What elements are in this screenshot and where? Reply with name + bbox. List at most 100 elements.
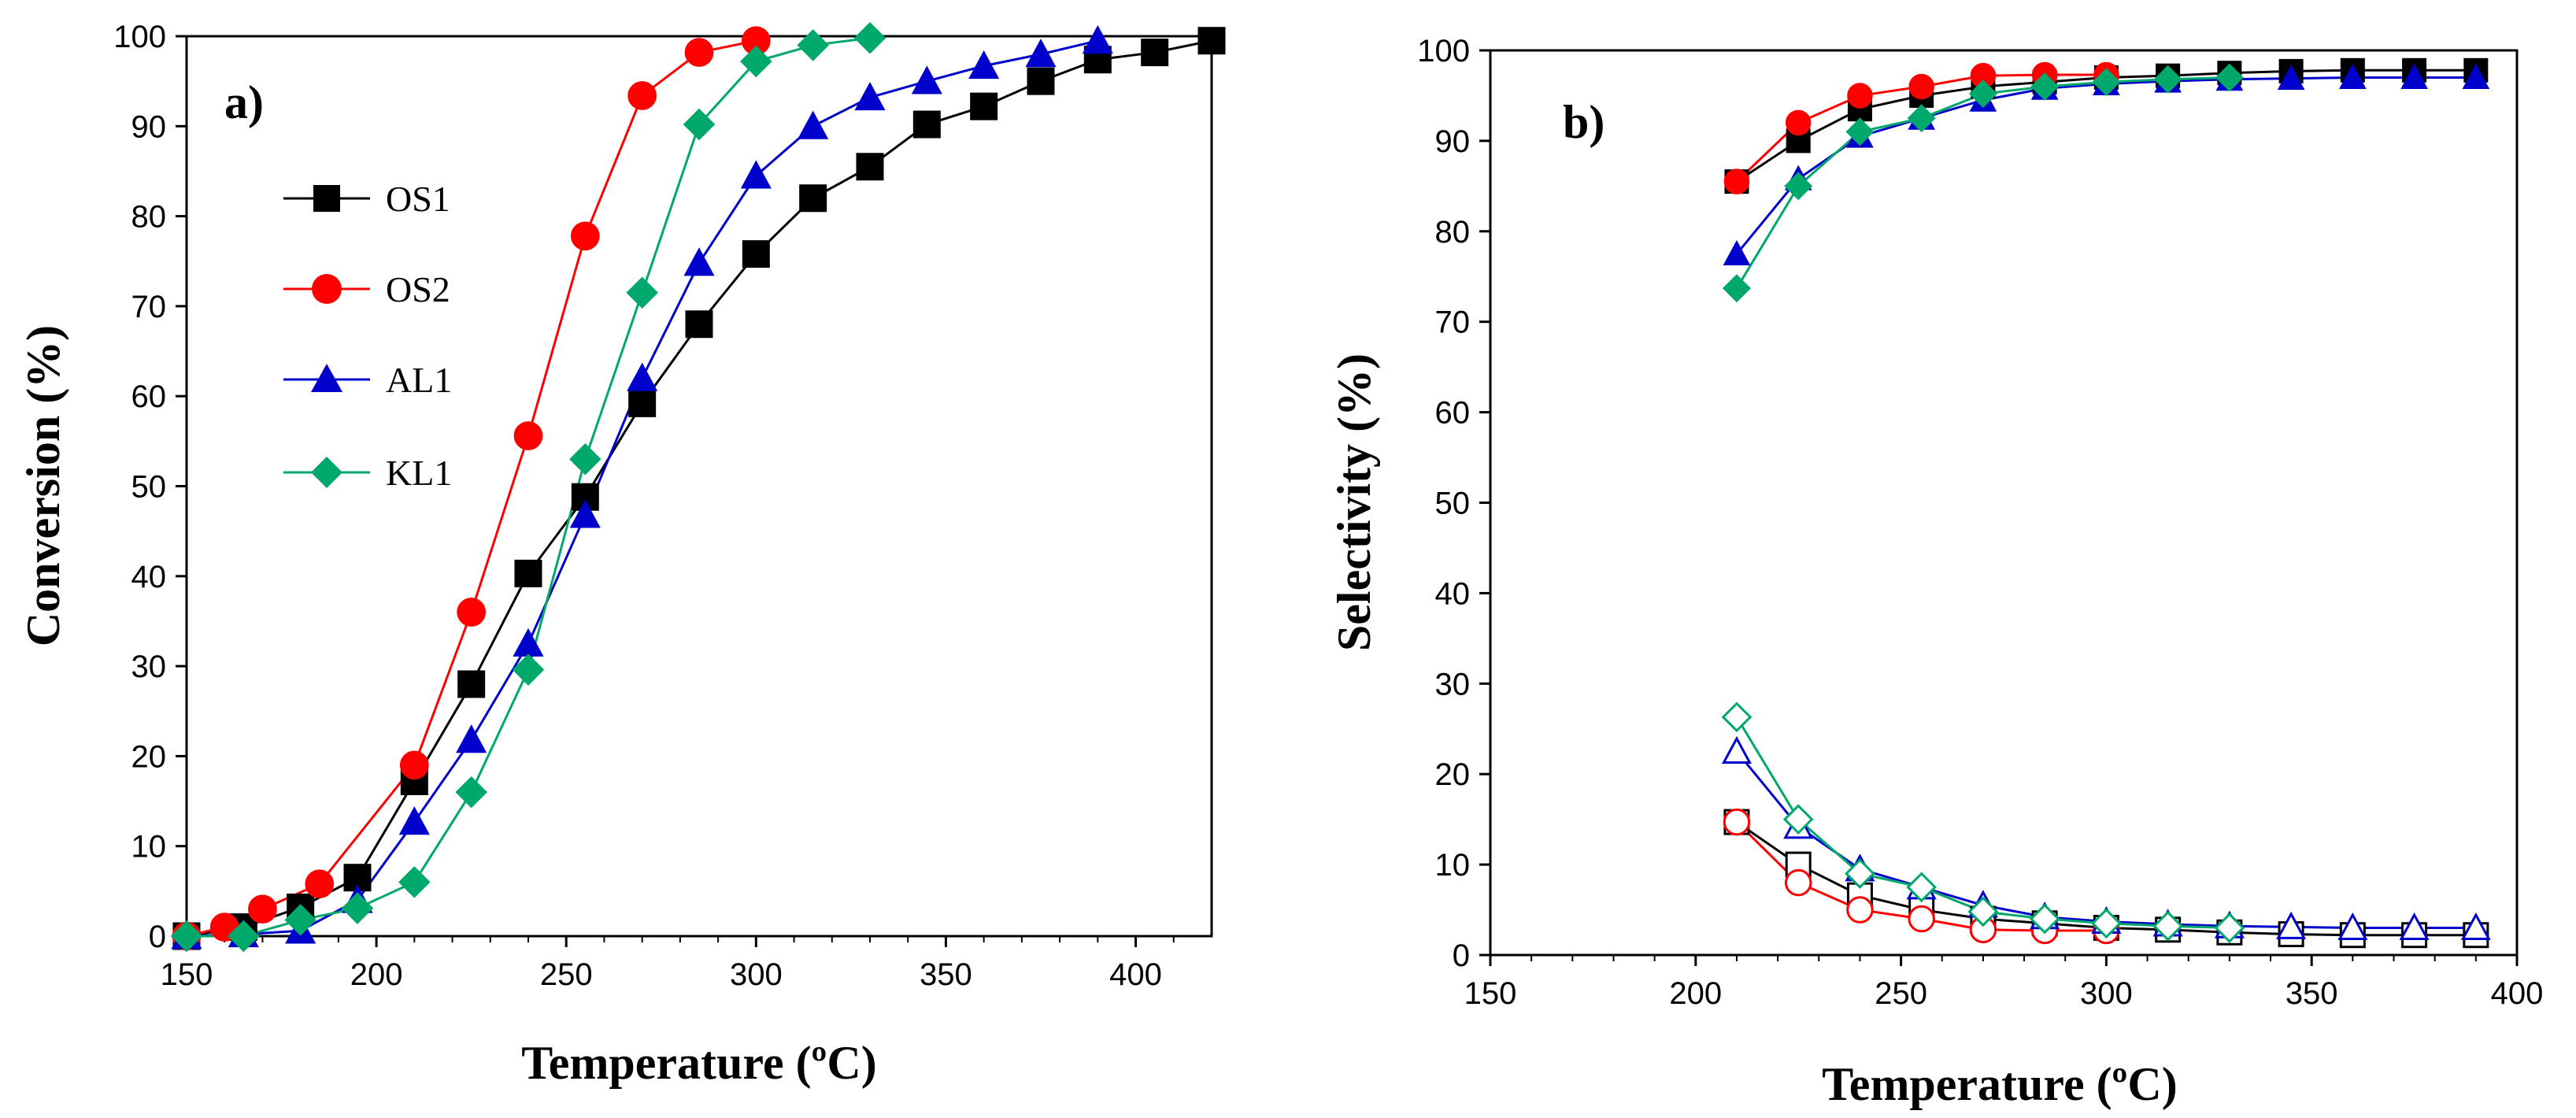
conversion-y-tick-label: 80	[131, 200, 167, 235]
conversion-kl1-filled-point	[797, 29, 829, 61]
legend-item-os1: OS1	[283, 179, 450, 219]
conversion-y-tick-label: 50	[131, 470, 167, 505]
selectivity-al1-filled-point	[2277, 65, 2305, 91]
conversion-al1-filled-point	[854, 81, 886, 111]
conversion-x-tick-label: 150	[161, 957, 213, 992]
selectivity-x-tick-label: 250	[1875, 976, 1927, 1011]
conversion-kl1-filled-point	[341, 892, 374, 924]
conversion-series	[170, 22, 1226, 953]
conversion-y-ticks: 0 10 20 30 40 50 60 70 80 90 100	[113, 20, 187, 954]
conversion-kl1-filled-point	[569, 442, 601, 476]
conversion-y-tick-label: 30	[131, 650, 167, 684]
selectivity-kl1-open-point	[2152, 910, 2184, 942]
conversion-x-ticks: 150 200 250 300 350 400	[161, 936, 1175, 992]
conversion-kl1-filled-point	[512, 653, 545, 686]
conversion-al1-filled-point	[740, 160, 772, 189]
conversion-x-tick-label: 200	[350, 957, 403, 992]
selectivity-y-tick-label: 0	[1453, 938, 1470, 973]
legend-al1-marker	[311, 364, 342, 392]
selectivity-y-tick-label: 50	[1435, 487, 1471, 521]
selectivity-os2-filled-point	[1847, 83, 1873, 109]
conversion-al1-filled-point	[569, 499, 601, 528]
conversion-kl1-filled-point	[683, 108, 716, 141]
selectivity-al1-filled-point	[2462, 63, 2490, 89]
legend-kl1-marker	[311, 457, 342, 488]
selectivity-x-tick-label: 200	[1669, 976, 1722, 1011]
selectivity-series	[1721, 57, 2491, 949]
selectivity-os2-open-point	[1784, 868, 1812, 897]
conversion-kl1-filled-line	[187, 36, 871, 938]
legend-item-al1: AL1	[283, 360, 452, 400]
selectivity-os2-open-point	[1846, 896, 1874, 924]
selectivity-y-tick-label: 90	[1435, 124, 1471, 159]
conversion-al1-filled-point	[1082, 24, 1113, 54]
conversion-os1-filled-point	[742, 240, 770, 268]
conversion-x-tick-label: 400	[1109, 957, 1162, 992]
conversion-kl1-filled-point	[626, 276, 658, 309]
conversion-os1-filled-point	[970, 92, 998, 120]
selectivity-os2-filled-point	[1908, 73, 1934, 100]
conversion-al1-filled-point	[968, 50, 1000, 80]
selectivity-kl1-open-point	[2091, 908, 2122, 939]
selectivity-kl1-open-point	[1967, 896, 1999, 927]
conversion-os2-filled-point	[399, 750, 429, 780]
legend-os2-label: OS2	[386, 269, 450, 309]
conversion-x-tick-label: 350	[920, 957, 972, 992]
conversion-os2-filled-point	[627, 81, 657, 110]
selectivity-os2-filled-point	[1785, 109, 1812, 136]
conversion-os2-filled-point	[305, 869, 335, 899]
conversion-y-tick-label: 60	[131, 379, 167, 414]
conversion-y-tick-label: 90	[131, 109, 167, 144]
selectivity-os2-filled-point	[1723, 168, 1750, 194]
conversion-y-tick-label: 40	[131, 560, 167, 594]
conversion-y-tick-label: 100	[113, 20, 166, 54]
conversion-os1-filled-point	[457, 670, 486, 698]
conversion-plot-area	[185, 35, 1213, 938]
selectivity-al1-filled-line	[1735, 76, 2476, 255]
legend-os1-label: OS1	[386, 179, 450, 219]
selectivity-kl1-open-point	[1721, 702, 1752, 733]
selectivity-y-tick-label: 10	[1435, 848, 1471, 883]
selectivity-x-tick-label: 300	[2080, 976, 2133, 1011]
conversion-os1-filled-line	[186, 39, 1212, 938]
conversion-chart: 150 200 250 300 350 400 0 10 20 30 40 50 60 70 80 90 10…	[17, 20, 1226, 1089]
conversion-os1-filled-point	[912, 110, 941, 139]
conversion-os1-filled-point	[856, 153, 884, 181]
selectivity-y-tick-label: 70	[1435, 305, 1471, 340]
selectivity-y-tick-label: 100	[1417, 34, 1470, 68]
conversion-kl1-filled-point	[228, 920, 260, 953]
panel-label-a: a)	[224, 76, 264, 128]
selectivity-kl1-filled-point	[2153, 65, 2182, 94]
conversion-al1-filled-line	[186, 39, 1098, 938]
selectivity-y-tick-label: 20	[1435, 757, 1471, 792]
selectivity-kl1-filled-point	[1723, 274, 1751, 303]
legend-kl1-label: KL1	[386, 453, 452, 493]
selectivity-al1-open-point	[2399, 912, 2430, 941]
selectivity-al1-open-point	[1721, 735, 1752, 764]
selectivity-kl1-filled-point	[1968, 80, 1997, 109]
conversion-os1-filled-point	[514, 559, 542, 587]
selectivity-kl1-open-point	[2214, 913, 2245, 943]
selectivity-y-tick-label: 40	[1435, 576, 1471, 611]
selectivity-os2-open-point	[1723, 808, 1751, 836]
legend-item-kl1: KL1	[283, 453, 452, 493]
selectivity-x-tick-label: 350	[2285, 976, 2338, 1011]
selectivity-kl1-open-point	[1782, 804, 1814, 835]
conversion-os2-filled-point	[248, 894, 277, 924]
conversion-x-tick-label: 300	[730, 957, 783, 992]
selectivity-os2-open-point	[1908, 905, 1935, 933]
conversion-y-tick-label: 10	[131, 830, 167, 864]
legend-al1-label: AL1	[386, 360, 452, 400]
selectivity-al1-open-point	[2337, 912, 2368, 941]
conversion-kl1-filled-point	[455, 776, 487, 809]
conversion-al1-filled-point	[798, 110, 829, 139]
conversion-x-axis-title: Temperature (ºC)	[521, 1037, 876, 1089]
conversion-y-axis-title: Conversion (%)	[17, 325, 69, 646]
selectivity-y-axis-title: Selectivity (%)	[1328, 354, 1380, 651]
conversion-y-tick-label: 0	[149, 920, 166, 954]
selectivity-x-ticks: 150 200 250 300 350 400	[1464, 955, 2543, 1011]
conversion-x-tick-label: 250	[540, 957, 593, 992]
conversion-kl1-filled-point	[398, 866, 431, 898]
conversion-os2-filled-point	[570, 221, 600, 251]
